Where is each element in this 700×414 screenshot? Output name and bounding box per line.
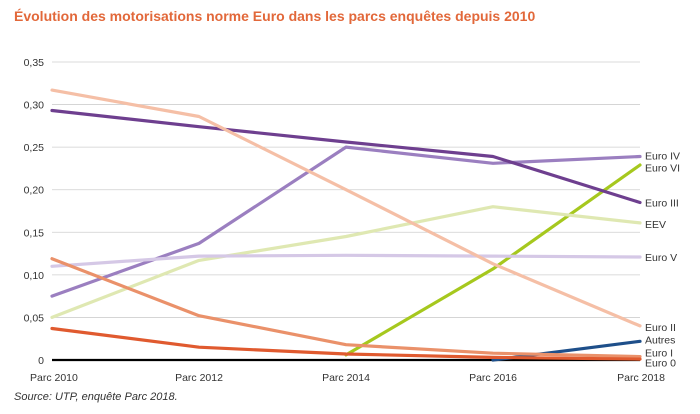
y-tick-label: 0,15 — [24, 227, 45, 239]
series-label-eev: EEV — [645, 219, 666, 231]
y-tick-label: 0,20 — [24, 185, 45, 197]
series-line-euro-i — [50, 257, 642, 359]
y-tick-label: 0,25 — [24, 142, 45, 154]
series-line-eev — [50, 205, 642, 319]
x-tick-label: Parc 2018 — [617, 372, 665, 384]
series-line-euro-ii — [50, 88, 642, 328]
x-tick-label: Parc 2010 — [30, 372, 78, 384]
series-label-euro-ii: Euro II — [645, 322, 676, 334]
series-line-euro-v — [50, 253, 642, 268]
series-label-euro-vi: Euro VI — [645, 163, 680, 175]
y-tick-label: 0 — [38, 355, 44, 367]
y-tick-label: 0,10 — [24, 270, 45, 282]
series-label-euro-v: Euro V — [645, 252, 677, 264]
x-tick-label: Parc 2014 — [322, 372, 370, 384]
source-note: Source: UTP, enquête Parc 2018. — [14, 391, 178, 403]
x-axis-ticks: Parc 2010 Parc 2012 Parc 2014 Parc 2016 Parc… — [30, 372, 665, 384]
chart-title: Évolution des motorisations norme Euro d… — [14, 8, 536, 24]
series-label-euro-i: Euro I — [645, 347, 673, 359]
y-tick-label: 0,35 — [24, 57, 45, 69]
series-lines — [50, 88, 642, 362]
series-label-euro-iv: Euro IV — [645, 151, 680, 163]
series-line-euro-vi — [344, 163, 642, 357]
y-tick-label: 0,30 — [24, 100, 45, 112]
series-line-euro-iv — [50, 145, 642, 298]
series-line-euro-iii — [50, 108, 642, 205]
x-tick-label: Parc 2016 — [469, 372, 517, 384]
y-axis-ticks: 0 0,05 0,10 0,15 0,20 0,25 0,30 0,35 — [24, 57, 45, 367]
x-tick-label: Parc 2012 — [175, 372, 223, 384]
series-label-euro-0: Euro 0 — [645, 358, 676, 370]
y-tick-label: 0,05 — [24, 312, 45, 324]
series-label-euro-iii: Euro III — [645, 197, 679, 209]
series-label-autres: Autres — [645, 335, 675, 347]
series-line-euro-0 — [50, 326, 642, 361]
